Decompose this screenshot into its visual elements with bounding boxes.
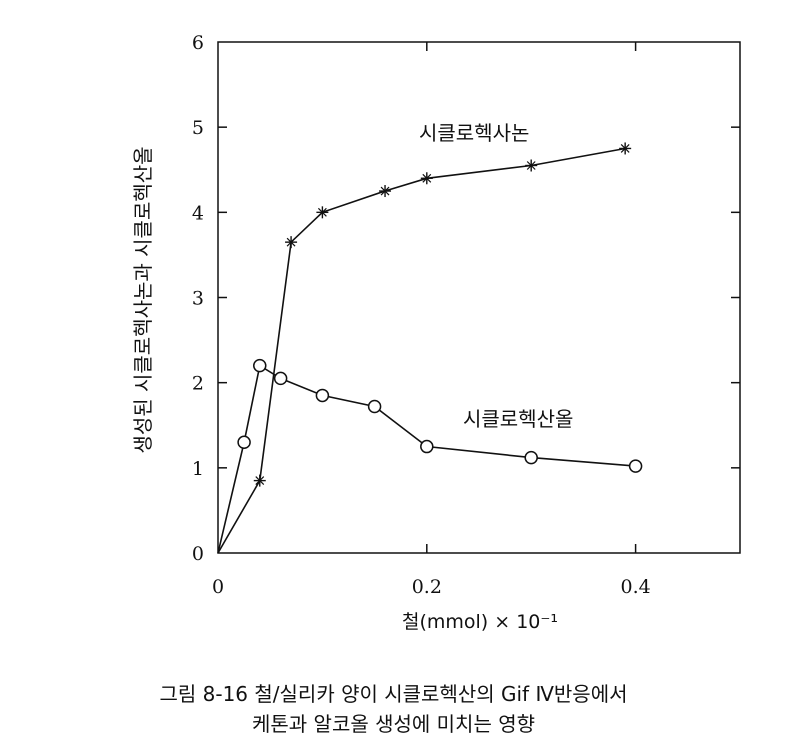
y-axis-label: 생성된 시클로헥사논과 시클로헥산올: [131, 146, 155, 453]
data-point-circle: [367, 399, 382, 414]
series-line-0: [217, 147, 626, 554]
data-point-star: [420, 172, 433, 185]
y-tick-label: 4: [192, 202, 204, 224]
data-point-star: [253, 474, 266, 487]
axis-ticks: 0 1 2 3 4 5 6 0 0.2 0.4: [192, 32, 740, 598]
x-tick-label: 0.4: [620, 576, 650, 598]
data-point-circle: [253, 358, 267, 373]
data-point-circle: [420, 439, 434, 454]
data-point-star: [619, 142, 632, 155]
data-point-star: [525, 159, 538, 172]
data-point-circle: [273, 371, 288, 386]
data-point-star: [285, 236, 298, 249]
data-point-star: [316, 206, 329, 219]
x-axis-label: 철(mmol) × 10⁻¹: [402, 611, 558, 633]
series-lines: [217, 147, 636, 554]
data-point-circle: [315, 388, 330, 403]
series-label-cyclohexanol: 시클로헥산올: [463, 407, 573, 431]
y-tick-label: 2: [192, 373, 204, 395]
figure-caption-line-2: 케톤과 알코올 생성에 미치는 영향: [251, 712, 536, 736]
y-tick-label: 3: [192, 288, 204, 310]
x-tick-label: 0: [212, 576, 224, 598]
y-tick-label: 5: [192, 117, 204, 139]
series-label-cyclohexanone: 시클로헥사논: [419, 121, 529, 145]
y-tick-label: 0: [192, 543, 204, 565]
data-point-circle: [237, 435, 251, 450]
plot-frame: [217, 41, 741, 554]
y-tick-label: 1: [192, 458, 204, 480]
data-point-star: [379, 185, 392, 198]
data-point-circle: [628, 459, 643, 473]
y-tick-label: 6: [192, 32, 204, 54]
series-line-1: [217, 364, 636, 554]
figure-caption-line-1: 그림 8-16 철/실리카 양이 시클로헥산의 Gif Ⅳ반응에서: [159, 682, 628, 706]
data-point-circle: [524, 450, 538, 465]
series-markers: [237, 142, 643, 487]
x-tick-label: 0.2: [412, 576, 442, 598]
